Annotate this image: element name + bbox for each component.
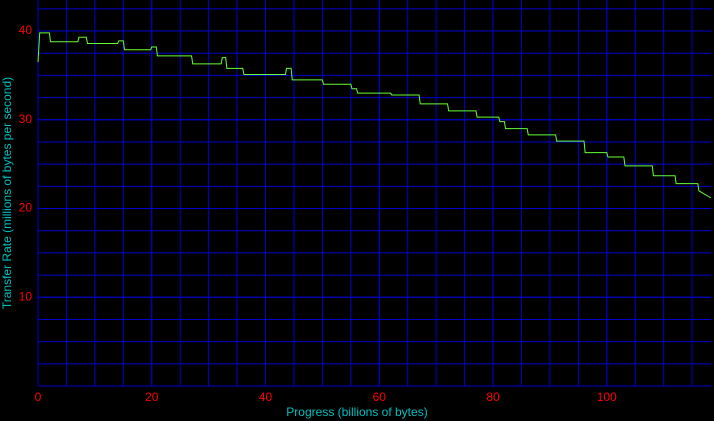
x-tick-label: 40 [259,390,273,404]
x-tick-label: 20 [145,390,159,404]
x-tick-label: 60 [373,390,387,404]
y-tick-label: 10 [19,289,33,303]
x-axis-title: Progress (billions of bytes) [286,405,427,419]
y-tick-label: 20 [19,201,33,215]
y-tick-label: 40 [19,23,33,37]
y-axis-title: Transfer Rate (millions of bytes per sec… [0,77,14,309]
data-line [37,32,712,199]
x-tick-label: 80 [486,390,500,404]
y-tick-label: 30 [19,112,33,126]
x-tick-label: 0 [35,390,42,404]
x-tick-label: 100 [597,390,617,404]
